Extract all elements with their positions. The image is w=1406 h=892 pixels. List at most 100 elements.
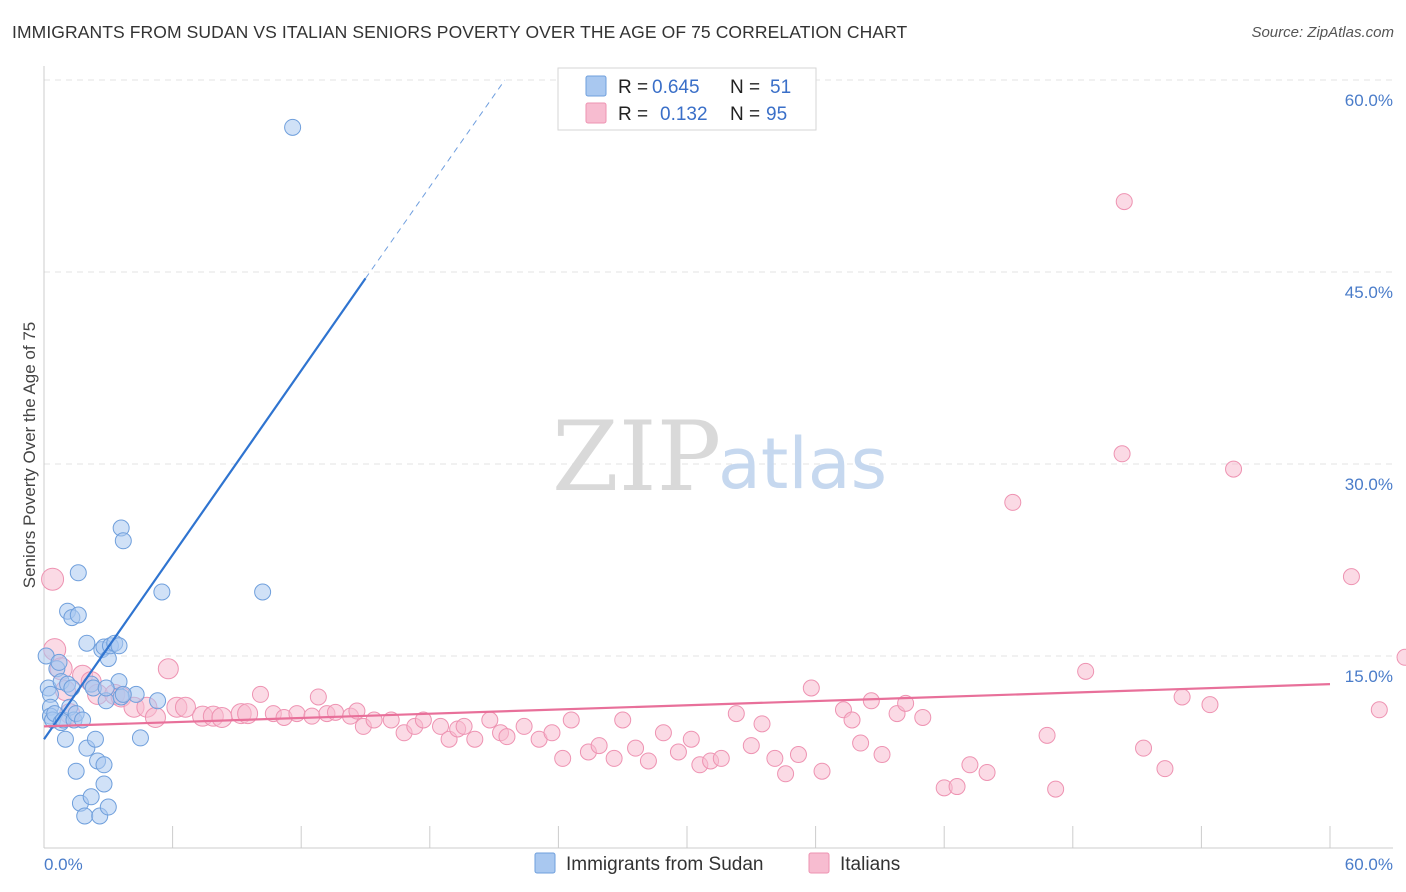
sudan-point bbox=[86, 730, 104, 748]
italians-point bbox=[432, 717, 450, 735]
y-tick-label: 30.0% bbox=[1345, 475, 1393, 494]
sudan-point bbox=[114, 532, 132, 550]
sudan-points bbox=[37, 118, 302, 825]
italians-point bbox=[813, 762, 831, 780]
italians-point bbox=[251, 685, 269, 703]
sudan-point bbox=[99, 798, 117, 816]
italians-point bbox=[543, 724, 561, 742]
italians-point bbox=[742, 737, 760, 755]
legend-italians-n-label: N = bbox=[730, 104, 760, 125]
legend-swatch-italians bbox=[585, 102, 607, 124]
italians-point bbox=[1370, 701, 1388, 719]
italians-point bbox=[1173, 688, 1191, 706]
sudan-point bbox=[149, 692, 167, 710]
italians-point bbox=[753, 715, 771, 733]
legend-sudan-n-label: N = bbox=[730, 77, 760, 98]
sudan-point bbox=[95, 756, 113, 774]
sudan-point bbox=[67, 762, 85, 780]
legend-sudan-r-label: R = bbox=[618, 77, 648, 98]
italians-point bbox=[1135, 739, 1153, 757]
italians-point bbox=[777, 765, 795, 783]
watermark: ZIP atlas bbox=[552, 401, 887, 513]
source-label: Source: ZipAtlas.com bbox=[1251, 24, 1394, 41]
italians-point bbox=[144, 706, 166, 728]
italians-point bbox=[309, 688, 327, 706]
italians-point bbox=[802, 679, 820, 697]
italians-point bbox=[174, 696, 196, 718]
sudan-point bbox=[56, 730, 74, 748]
sudan-point bbox=[82, 788, 100, 806]
y-axis-label: Seniors Poverty Over the Age of 75 bbox=[20, 322, 39, 588]
sudan-trend-line bbox=[43, 277, 367, 740]
italians-point bbox=[712, 749, 730, 767]
sudan-point bbox=[131, 729, 149, 747]
trend-lines bbox=[43, 79, 1331, 740]
chart-title: IMMIGRANTS FROM SUDAN VS ITALIAN SENIORS… bbox=[12, 22, 908, 42]
x-tick-min: 0.0% bbox=[44, 855, 83, 874]
italians-point bbox=[1077, 662, 1095, 680]
y-tick-label: 45.0% bbox=[1345, 283, 1393, 302]
sudan-point bbox=[78, 634, 96, 652]
italians-point bbox=[562, 711, 580, 729]
italians-point bbox=[481, 711, 499, 729]
italians-point bbox=[639, 752, 657, 770]
italians-point bbox=[914, 708, 932, 726]
sudan-point bbox=[254, 583, 272, 601]
italians-point bbox=[1115, 193, 1133, 211]
sudan-point bbox=[153, 583, 171, 601]
italians-point bbox=[789, 746, 807, 764]
italians-point bbox=[766, 749, 784, 767]
italians-point bbox=[843, 711, 861, 729]
grid-lines bbox=[44, 79, 1393, 657]
italians-point bbox=[554, 749, 572, 767]
watermark-atlas: atlas bbox=[718, 423, 887, 505]
bottom-legend-swatch-sudan bbox=[534, 852, 556, 874]
italians-point bbox=[614, 711, 632, 729]
italians-point bbox=[873, 746, 891, 764]
italians-point bbox=[862, 692, 880, 710]
italians-point bbox=[41, 567, 65, 591]
italians-point bbox=[515, 717, 533, 735]
x-tick-max: 60.0% bbox=[1345, 855, 1393, 874]
sudan-point bbox=[284, 118, 302, 136]
sudan-point bbox=[110, 637, 128, 655]
italians-point bbox=[1201, 696, 1219, 714]
italians-point bbox=[1113, 445, 1131, 463]
axes bbox=[43, 66, 1393, 849]
italians-point bbox=[1396, 648, 1406, 666]
italians-point bbox=[1225, 460, 1243, 478]
italians-point bbox=[1004, 493, 1022, 511]
legend-italians-n-value: 95 bbox=[766, 104, 787, 125]
y-tick-labels: 15.0% 30.0% 45.0% 60.0% bbox=[1345, 91, 1393, 686]
bottom-legend-italians: Italians bbox=[840, 854, 900, 875]
sudan-point bbox=[76, 807, 94, 825]
sudan-point bbox=[63, 679, 81, 697]
italians-points bbox=[41, 193, 1406, 798]
italians-point bbox=[590, 737, 608, 755]
x-tick-labels: 0.0% 60.0% bbox=[44, 855, 1393, 874]
italians-point bbox=[303, 707, 321, 725]
sudan-point bbox=[114, 685, 132, 703]
italians-point bbox=[605, 749, 623, 767]
italians-point bbox=[211, 706, 233, 728]
italians-point bbox=[414, 711, 432, 729]
top-legend: R = 0.645 N = 51 R = 0.132 N = 95 bbox=[557, 67, 817, 131]
italians-point bbox=[948, 778, 966, 796]
sudan-point bbox=[69, 564, 87, 582]
legend-sudan-n-value: 51 bbox=[770, 77, 791, 98]
bottom-legend: Immigrants from Sudan Italians bbox=[534, 852, 900, 875]
italians-point bbox=[1047, 780, 1065, 798]
sudan-point bbox=[69, 606, 87, 624]
italians-point bbox=[682, 730, 700, 748]
sudan-point bbox=[97, 679, 115, 697]
italians-point bbox=[157, 658, 179, 680]
sudan-trend-extension bbox=[365, 79, 506, 279]
watermark-zip: ZIP bbox=[552, 401, 721, 513]
italians-point bbox=[1342, 568, 1360, 586]
italians-point bbox=[961, 756, 979, 774]
y-tick-label: 15.0% bbox=[1345, 667, 1393, 686]
italians-point bbox=[1156, 760, 1174, 778]
sudan-point bbox=[95, 775, 113, 793]
italians-point bbox=[669, 743, 687, 761]
